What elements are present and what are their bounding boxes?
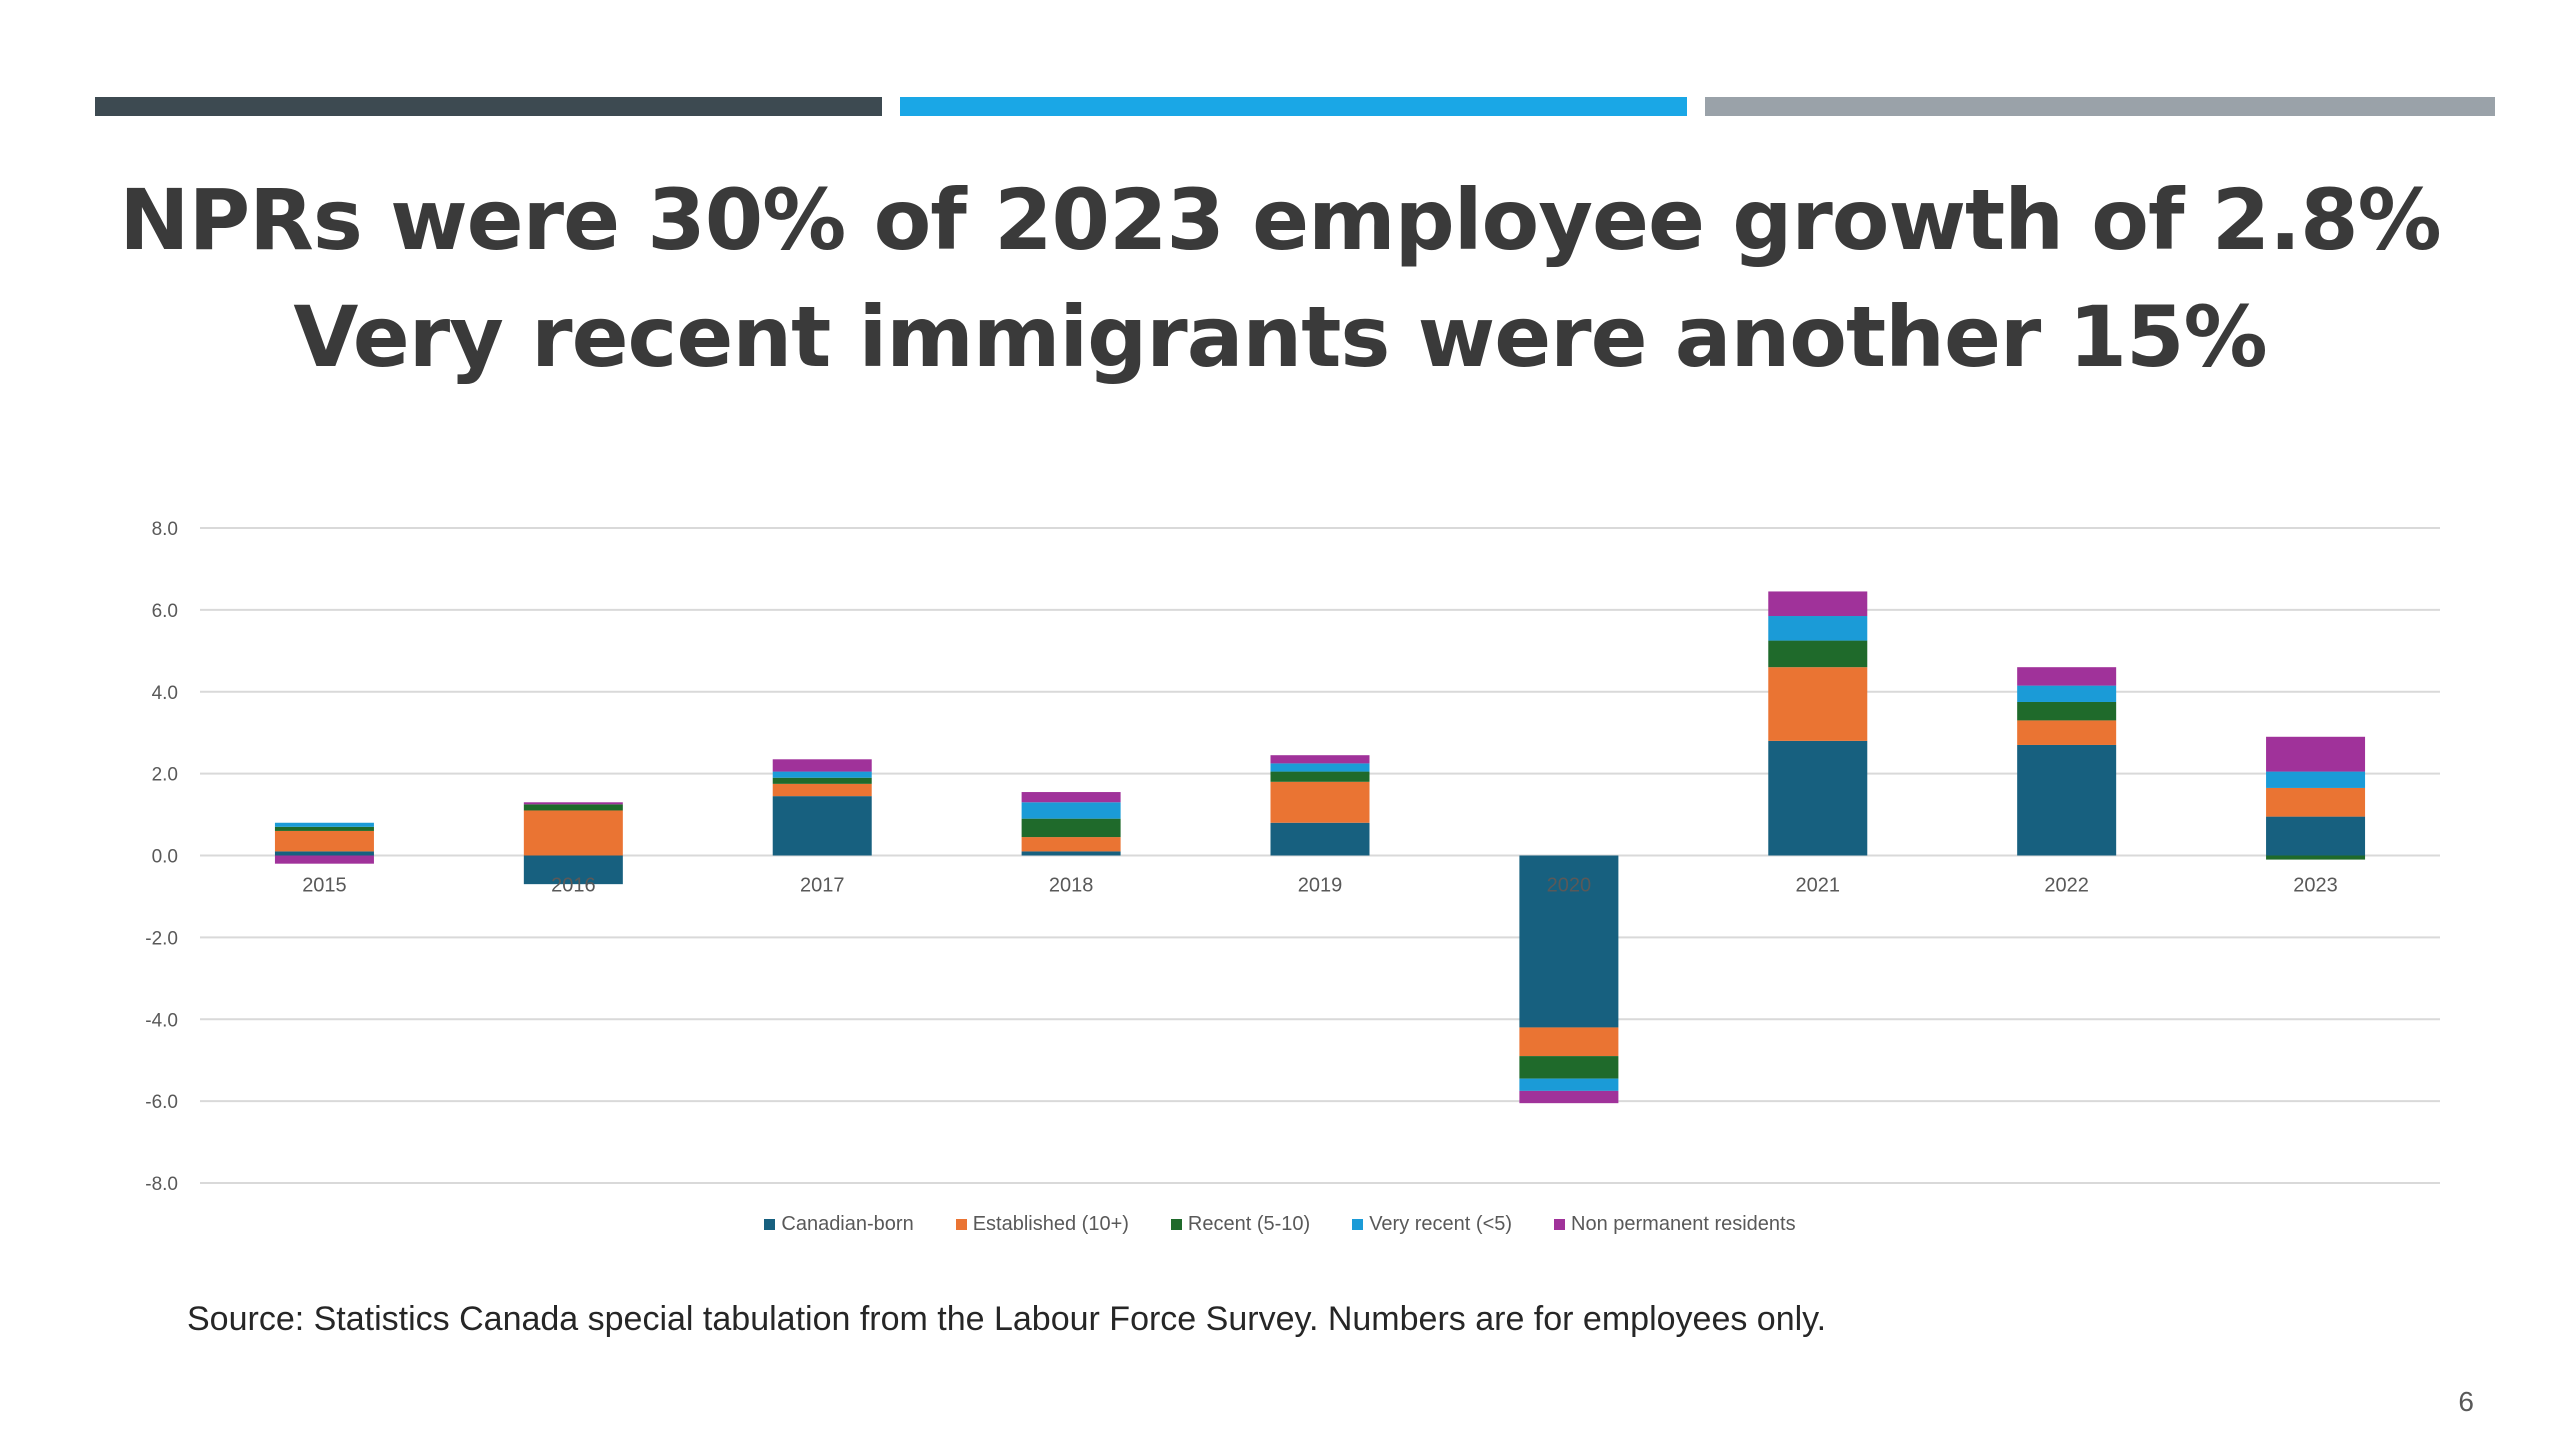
bar-segment-2015-3 [274,822,374,827]
page-number: 6 [2458,1386,2474,1417]
x-tick-label: 2021 [1796,875,1841,897]
chart-legend: Canadian-born Established (10+) Recent (5-… [0,1213,2560,1236]
bar-segment-2016-1 [523,810,623,856]
bar-segment-2018-0 [1021,851,1121,856]
x-tick-label: 2019 [1298,875,1343,897]
bar-segment-2018-4 [1021,792,1121,803]
bar-segment-2022-3 [2017,685,2117,702]
legend-item: Recent (5-10) [1170,1213,1311,1236]
bar-segment-2018-2 [1021,818,1121,838]
x-tick-label: 2017 [800,875,845,897]
bar-segment-2020-1 [1519,1027,1619,1057]
bar-segment-2022-0 [2017,744,2117,856]
legend-label: Non permanent residents [1571,1213,1796,1235]
legend-label: Established (10+) [972,1213,1129,1235]
bars [274,591,2366,1104]
bar-segment-2017-1 [772,783,872,797]
bar-segment-2022-4 [2017,667,2117,686]
x-tick-label: 2022 [2044,875,2089,897]
y-tick-label: -4.0 [145,1010,178,1031]
legend-item: Canadian-born [764,1213,914,1236]
legend-item: Established (10+) [955,1213,1129,1236]
accent-bar-gray [1705,97,2495,116]
bar-segment-2015-2 [274,826,374,831]
bar-segment-2021-4 [1768,591,1868,617]
y-tick-label: 4.0 [152,683,178,704]
bar-segment-2021-1 [1768,667,1868,741]
x-tick-label: 2023 [2293,875,2338,897]
bar-segment-2016-4 [523,802,623,805]
accent-bar-blue [900,97,1687,116]
bar-segment-2017-4 [772,759,872,772]
legend-swatch [1170,1219,1182,1230]
bar-segment-2023-1 [2266,787,2366,817]
bar-segment-2023-4 [2266,736,2366,772]
slide-title-line-1: NPRs were 30% of 2023 employee growth of… [119,171,2441,269]
bar-segment-2017-2 [772,777,872,784]
bar-segment-2022-2 [2017,701,2117,721]
legend-swatch [1554,1219,1566,1230]
x-tick-label: 2016 [551,875,596,897]
x-tick-label: 2020 [1547,875,1592,897]
y-tick-label: 2.0 [152,765,178,786]
bar-segment-2020-0 [1519,855,1619,1028]
bar-segment-2022-1 [2017,720,2117,745]
bar-segment-2018-1 [1021,837,1121,852]
legend-item: Very recent (<5) [1352,1213,1512,1236]
bar-segment-2019-0 [1270,822,1370,856]
y-tick-label: 6.0 [152,601,178,622]
source-note: Source: Statistics Canada special tabula… [187,1300,1827,1338]
legend-label: Recent (5-10) [1187,1213,1311,1235]
legend-label: Very recent (<5) [1369,1213,1513,1235]
bar-segment-2019-1 [1270,781,1370,823]
slide-title-line-2: Very recent immigrants were another 15% [293,288,2267,386]
x-tick-label: 2015 [302,875,347,897]
bar-segment-2020-3 [1519,1078,1619,1091]
bar-segment-2019-4 [1270,755,1370,764]
bar-segment-2021-3 [1768,616,1868,641]
legend-item: Non permanent residents [1554,1213,1796,1236]
legend-swatch [764,1219,776,1230]
bar-segment-2015-4 [274,855,374,864]
y-tick-label: 0.0 [152,847,178,868]
y-tick-label: -8.0 [145,1174,178,1195]
x-axis-ticks: 2015 2016 2017 2018 2019 2020 2021 2022 2023 [302,875,2338,897]
bar-segment-2015-0 [274,851,374,856]
bar-segment-2016-0 [523,855,623,885]
bar-segment-2023-3 [2266,771,2366,788]
bar-segment-2021-2 [1768,640,1868,668]
x-tick-label: 2018 [1049,875,1094,897]
accent-bar-dark [95,97,882,116]
bar-segment-2018-3 [1021,802,1121,819]
bar-segment-2021-0 [1768,740,1868,856]
legend-label: Canadian-born [781,1213,914,1235]
bar-segment-2017-3 [772,771,872,778]
bar-segment-2020-2 [1519,1056,1619,1079]
bar-segment-2023-0 [2266,816,2366,856]
y-axis-ticks: 8.0 6.0 4.0 2.0 0.0 -2.0 -4.0 -6.0 -8.0 [145,519,178,1195]
bar-segment-2019-2 [1270,771,1370,782]
bar-segment-2017-0 [772,796,872,856]
bar-segment-2015-1 [274,830,374,852]
legend-swatch [1352,1219,1364,1230]
y-tick-label: -2.0 [145,928,178,949]
bar-segment-2016-2 [523,804,623,811]
bar-segment-2019-3 [1270,763,1370,772]
y-tick-label: -6.0 [145,1092,178,1113]
bar-segment-2023-2 [2266,855,2366,860]
bar-segment-2020-4 [1519,1090,1619,1104]
legend-swatch [955,1219,967,1230]
y-tick-label: 8.0 [152,519,178,540]
